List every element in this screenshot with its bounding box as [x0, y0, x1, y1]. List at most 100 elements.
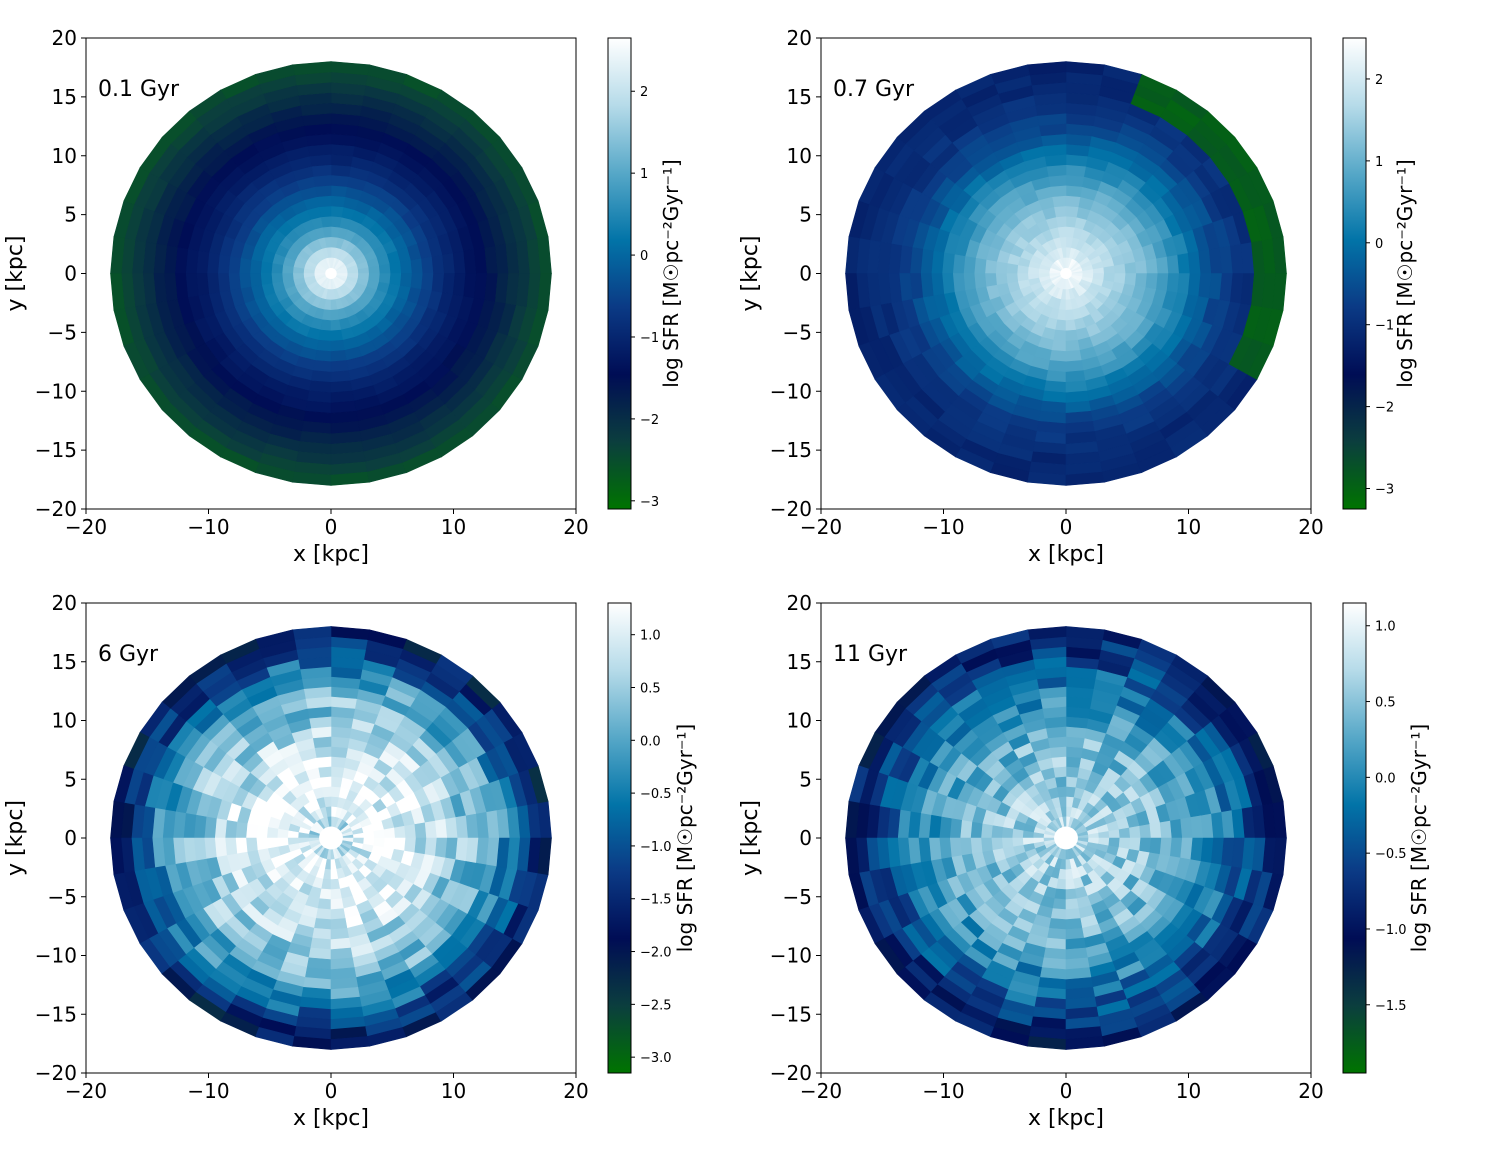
- y-tick-label: −20: [35, 497, 77, 521]
- sfr-cell: [330, 195, 346, 208]
- sfr-cell: [1065, 785, 1076, 798]
- sfr-cell: [314, 184, 332, 198]
- sfr-cell: [1047, 736, 1067, 749]
- y-tick-label: −5: [783, 885, 812, 909]
- sfr-cell: [330, 908, 347, 920]
- sfr-cell: [1049, 184, 1067, 198]
- sfr-cell: [1047, 174, 1067, 187]
- sfr-cell: [330, 174, 350, 187]
- x-tick-label: −10: [187, 1079, 229, 1103]
- sfr-cell: [312, 736, 332, 749]
- sfr-cell: [1124, 273, 1137, 286]
- sfr-cell: [1065, 775, 1078, 788]
- colorbar: [1342, 37, 1367, 510]
- sfr-cell: [315, 908, 332, 920]
- y-tick-label: 5: [799, 203, 812, 227]
- y-tick-label: −15: [35, 438, 77, 462]
- time-annotation: 11 Gyr: [833, 642, 908, 667]
- y-tick-label: −10: [770, 379, 812, 403]
- sfr-cell: [235, 821, 248, 839]
- colorbar-label: log SFR [M☉pc⁻²Gyr⁻¹]: [1393, 159, 1417, 388]
- y-tick-label: −5: [48, 320, 77, 344]
- y-tick-label: −15: [35, 1002, 77, 1026]
- sfr-cell: [400, 273, 413, 288]
- x-tick-label: 0: [1060, 1079, 1073, 1103]
- y-tick-label: 0: [799, 826, 812, 850]
- sfr-cell: [322, 309, 332, 321]
- sfr-cell: [1145, 257, 1159, 274]
- sfr-cell: [1050, 756, 1067, 768]
- colorbar-tick-label: −0.5: [640, 787, 672, 802]
- colorbar-tick-label: −2: [1375, 401, 1394, 416]
- sfr-cell: [255, 825, 268, 839]
- colorbar-tick-label: 0.5: [1375, 696, 1396, 711]
- sfr-cell: [1050, 908, 1067, 920]
- sfr-cell: [1065, 164, 1087, 177]
- sfr-cell: [1108, 837, 1121, 848]
- sfr-cell: [431, 273, 445, 293]
- x-tick-label: −10: [922, 1079, 964, 1103]
- sfr-cell: [990, 825, 1003, 839]
- sfr-cell: [1055, 319, 1067, 332]
- colorbar-tick-label: −1: [640, 331, 659, 346]
- y-tick-label: 0: [64, 262, 77, 286]
- sfr-cell: [1065, 174, 1085, 187]
- sfr-cell: [228, 273, 241, 291]
- y-tick-label: 0: [799, 262, 812, 286]
- x-tick-label: −20: [65, 515, 107, 539]
- sfr-cell: [217, 273, 231, 293]
- y-tick-label: 10: [787, 144, 812, 168]
- y-tick-label: −15: [770, 438, 812, 462]
- colorbar-tick-label: −3: [640, 495, 659, 510]
- sfr-cell: [1272, 837, 1287, 876]
- sfr-cell: [1118, 837, 1131, 850]
- sfr-cell: [1005, 263, 1019, 274]
- colorbar-tick-label: 0: [1375, 237, 1383, 252]
- sfr-cell: [995, 261, 1008, 274]
- sfr-cell: [980, 823, 993, 839]
- sfr-cell: [383, 837, 396, 850]
- sfr-cell: [314, 349, 332, 363]
- sfr-cell: [1065, 339, 1081, 352]
- sfr-cell: [414, 837, 427, 855]
- sfr-cell: [1049, 349, 1067, 363]
- sfr-cell: [1052, 766, 1067, 778]
- colorbar-tick-label: 2: [1375, 73, 1383, 88]
- sfr-cell: [394, 825, 407, 839]
- x-tick-label: 0: [1060, 515, 1073, 539]
- sfr-cell: [1065, 908, 1082, 920]
- panel-3: −20 −10 0 10 20 −20 −15 −10 −5 0 5 10 15 20 x [kpc] y […: [3, 591, 697, 1131]
- x-tick-label: 20: [563, 1079, 588, 1103]
- sfr-cell: [1065, 360, 1085, 373]
- colorbar-tick-label: −1.0: [1375, 923, 1407, 938]
- sfr-cell: [1056, 878, 1067, 891]
- sfr-cell: [1065, 349, 1083, 363]
- sfr-cell: [1272, 273, 1287, 311]
- sfr-cell: [973, 257, 987, 274]
- sfr-cell: [1065, 205, 1079, 218]
- sfr-cell: [963, 273, 976, 291]
- y-tick-label: 5: [64, 767, 77, 791]
- sfr-cell: [1065, 756, 1082, 768]
- sfr-cell: [320, 319, 332, 332]
- x-tick-label: 10: [441, 1079, 466, 1103]
- sfr-cell: [1045, 164, 1067, 177]
- colorbar-tick-label: 0.0: [1375, 771, 1396, 786]
- sfr-cell: [1016, 264, 1029, 274]
- sfr-cell: [1049, 918, 1067, 930]
- sfr-cell: [317, 766, 332, 778]
- x-tick-label: −20: [800, 515, 842, 539]
- sfr-cell: [394, 837, 407, 851]
- colorbar-tick-label: −1.5: [1375, 999, 1407, 1014]
- sfr-cell: [970, 821, 983, 839]
- y-axis-label: y [kpc]: [738, 236, 763, 312]
- x-tick-label: 10: [441, 515, 466, 539]
- sfr-cell: [255, 837, 268, 851]
- sfr-cell: [1129, 837, 1142, 851]
- sfr-cell: [312, 174, 332, 187]
- sfr-cell: [404, 823, 417, 839]
- x-tick-label: 20: [1298, 515, 1323, 539]
- time-annotation: 0.7 Gyr: [833, 77, 915, 102]
- sfr-cell: [238, 273, 252, 290]
